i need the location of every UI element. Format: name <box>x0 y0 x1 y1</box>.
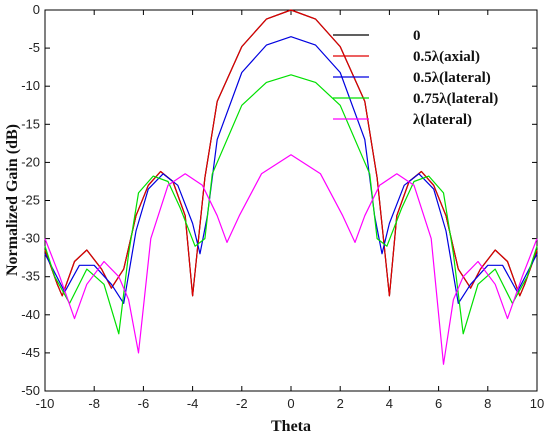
y-tick-label: 0 <box>33 2 40 17</box>
y-tick-label: -25 <box>21 193 40 208</box>
x-tick-label: -8 <box>88 396 100 411</box>
y-tick-label: -30 <box>21 231 40 246</box>
x-tick-label: -4 <box>187 396 199 411</box>
series-line-3 <box>44 74 538 335</box>
x-tick-label: -10 <box>36 396 55 411</box>
y-tick-label: -5 <box>28 40 40 55</box>
y-tick-label: -40 <box>21 307 40 322</box>
y-tick-label: -15 <box>21 116 40 131</box>
legend-label: 0.5λ(lateral) <box>413 70 491 86</box>
x-tick-label: -6 <box>138 396 150 411</box>
x-tick-label: -2 <box>236 396 248 411</box>
x-tick-label: 10 <box>530 396 544 411</box>
x-axis-label: Theta <box>271 418 311 435</box>
y-tick-label: -35 <box>21 269 40 284</box>
series-line-2 <box>44 36 538 304</box>
x-tick-label: 4 <box>386 396 393 411</box>
y-tick-label: -20 <box>21 154 40 169</box>
y-tick-label: -45 <box>21 345 40 360</box>
series-lines <box>44 9 538 365</box>
legend-label: λ(lateral) <box>413 112 472 128</box>
series-line-1 <box>44 9 538 297</box>
plot-area <box>44 9 538 392</box>
legend-label: 0.75λ(lateral) <box>413 91 498 107</box>
x-tick-label: 6 <box>435 396 442 411</box>
y-tick-label: -10 <box>21 78 40 93</box>
legend: 0 0.5λ(axial) 0.5λ(lateral) 0.75λ(lateral) λ… <box>333 28 498 128</box>
x-axis: -10 -8 -6 -4 -2 0 2 4 6 8 10 <box>36 10 544 411</box>
legend-label: 0 <box>413 28 421 44</box>
x-tick-label: 2 <box>337 396 344 411</box>
y-axis: 0 -5 -10 -15 -20 -25 -30 -35 -40 -45 -50 <box>21 2 537 398</box>
y-axis-label: Normalized Gain (dB) <box>4 124 21 276</box>
x-tick-label: 0 <box>287 396 294 411</box>
x-tick-label: 8 <box>484 396 491 411</box>
series-line-4 <box>44 154 538 365</box>
y-tick-label: -50 <box>21 383 40 398</box>
legend-label: 0.5λ(axial) <box>413 49 480 65</box>
